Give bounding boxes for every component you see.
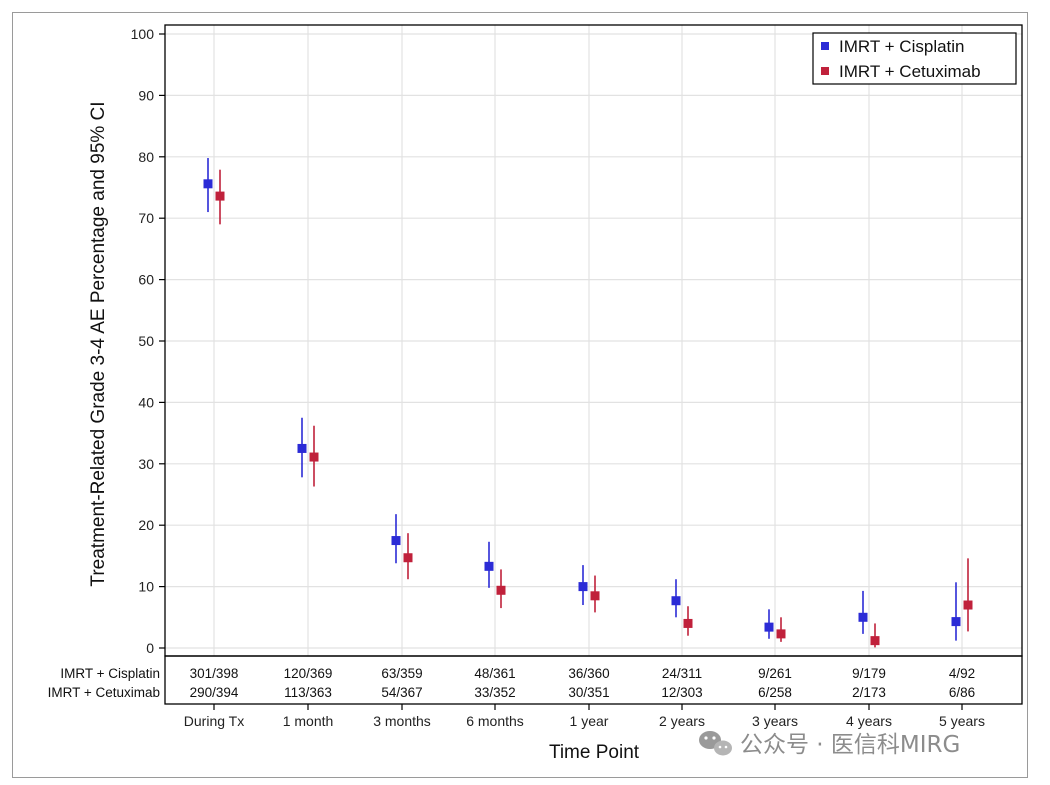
watermark: 公众号 · 医信科MIRG bbox=[699, 731, 960, 758]
y-tick-label: 70 bbox=[138, 210, 154, 226]
count-cell: 33/352 bbox=[474, 685, 515, 700]
point-marker bbox=[870, 636, 880, 646]
x-tick-label: 1 month bbox=[283, 713, 334, 729]
count-cell: 36/360 bbox=[568, 666, 609, 681]
count-cell: 2/173 bbox=[852, 685, 886, 700]
data-marks bbox=[203, 158, 973, 648]
point-marker bbox=[590, 591, 600, 601]
gridlines bbox=[165, 25, 1022, 656]
point-marker bbox=[578, 582, 588, 592]
y-tick-label: 50 bbox=[138, 333, 154, 349]
count-cell: 290/394 bbox=[190, 685, 239, 700]
point-marker bbox=[671, 596, 681, 606]
x-tick-label: During Tx bbox=[184, 713, 244, 729]
x-tick-label: 3 years bbox=[752, 713, 798, 729]
legend: IMRT + Cisplatin IMRT + Cetuximab bbox=[812, 32, 1017, 85]
count-cell: 6/86 bbox=[949, 685, 975, 700]
x-axis-title: Time Point bbox=[549, 742, 640, 763]
point-marker bbox=[963, 600, 973, 610]
count-table-border bbox=[164, 655, 1023, 705]
count-cell: 63/359 bbox=[381, 666, 422, 681]
count-cell: 30/351 bbox=[568, 685, 609, 700]
count-cell: 6/258 bbox=[758, 685, 792, 700]
count-row-label: IMRT + Cisplatin bbox=[60, 666, 160, 681]
point-marker bbox=[858, 612, 868, 622]
point-marker bbox=[203, 179, 213, 189]
point-marker bbox=[309, 452, 319, 462]
x-tick-label: 3 months bbox=[373, 713, 431, 729]
y-tick-label: 10 bbox=[138, 579, 154, 595]
wechat-icon bbox=[699, 731, 732, 756]
count-cell: 24/311 bbox=[662, 666, 702, 681]
y-tick-label: 0 bbox=[146, 640, 154, 656]
point-marker bbox=[403, 553, 413, 563]
legend-marker bbox=[821, 67, 829, 75]
point-marker bbox=[215, 191, 225, 201]
y-tick-label: 80 bbox=[138, 149, 154, 165]
watermark-text: 公众号 · 医信科MIRG bbox=[740, 732, 960, 758]
y-tick-label: 60 bbox=[138, 272, 154, 288]
x-tick-label: 2 years bbox=[659, 713, 705, 729]
count-cell: 54/367 bbox=[381, 685, 422, 700]
point-marker bbox=[764, 622, 774, 632]
y-axis: 0 10 20 30 40 50 60 70 80 90 100 bbox=[131, 26, 165, 656]
point-marker bbox=[776, 629, 786, 639]
point-marker bbox=[496, 585, 506, 595]
count-cell: 120/369 bbox=[284, 666, 333, 681]
x-tick-label: 5 years bbox=[939, 713, 985, 729]
x-tick-label: 1 year bbox=[570, 713, 609, 729]
point-marker bbox=[484, 561, 494, 571]
count-cell: 9/179 bbox=[852, 666, 886, 681]
legend-label: IMRT + Cisplatin bbox=[839, 37, 965, 56]
legend-label: IMRT + Cetuximab bbox=[839, 62, 981, 81]
point-marker bbox=[951, 617, 961, 627]
x-tick-label: 6 months bbox=[466, 713, 524, 729]
count-cell: 4/92 bbox=[949, 666, 975, 681]
count-cell: 12/303 bbox=[661, 685, 702, 700]
count-cell: 301/398 bbox=[190, 666, 239, 681]
count-cell: 9/261 bbox=[758, 666, 792, 681]
y-tick-label: 20 bbox=[138, 517, 154, 533]
figure-frame bbox=[12, 12, 1028, 778]
y-tick-label: 30 bbox=[138, 456, 154, 472]
legend-box bbox=[812, 32, 1017, 85]
point-marker bbox=[297, 443, 307, 453]
y-tick-label: 90 bbox=[138, 87, 154, 103]
x-axis: During Tx 1 month 3 months 6 months 1 year 2 … bbox=[184, 704, 985, 729]
legend-marker bbox=[821, 42, 829, 50]
point-marker bbox=[683, 618, 693, 628]
count-cell: 113/363 bbox=[284, 685, 332, 700]
x-tick-label: 4 years bbox=[846, 713, 892, 729]
y-tick-label: 40 bbox=[138, 394, 154, 410]
y-tick-label: 100 bbox=[131, 26, 155, 42]
count-cell: 48/361 bbox=[474, 666, 515, 681]
count-row-label: IMRT + Cetuximab bbox=[48, 685, 160, 700]
point-marker bbox=[391, 536, 401, 546]
count-table: IMRT + Cisplatin IMRT + Cetuximab 301/398 1… bbox=[48, 655, 1023, 705]
y-axis-title: Treatment-Related Grade 3-4 AE Percentag… bbox=[88, 101, 109, 586]
